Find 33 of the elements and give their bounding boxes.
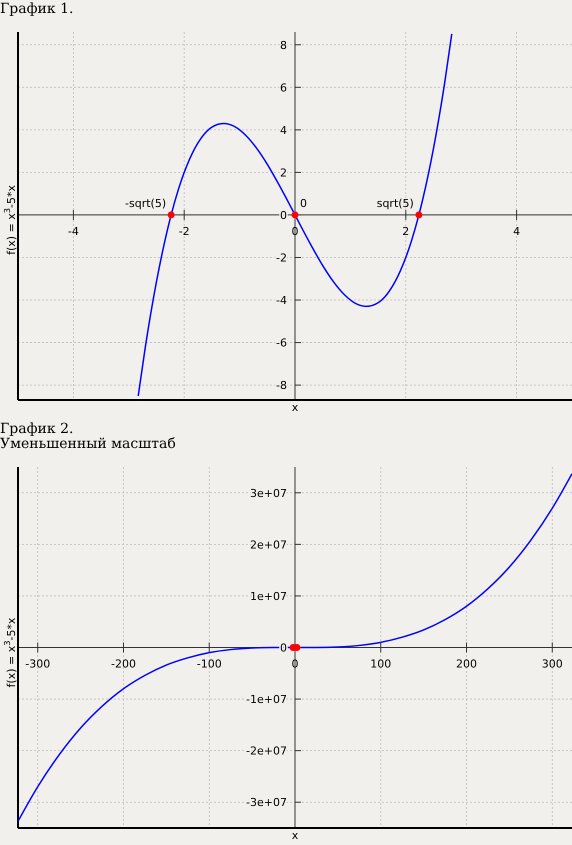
line-series <box>17 472 572 822</box>
x-tick-label: 300 <box>542 658 563 670</box>
y-tick-label: -4 <box>276 294 287 308</box>
y-tick-label: -2e+07 <box>246 744 287 758</box>
x-tick-label: 2 <box>402 224 410 238</box>
y-tick-label: 8 <box>280 38 287 52</box>
y-tick-label: -8 <box>276 379 287 392</box>
x-tick-label: -4 <box>68 224 79 238</box>
y-tick-label: 6 <box>280 81 287 94</box>
y-tick-label: -3e+07 <box>246 796 287 810</box>
x-tick-label: 100 <box>370 658 392 670</box>
y-tick-label: -6 <box>276 336 287 350</box>
y-tick-label: 3e+07 <box>250 486 287 500</box>
chart-title: График 2. <box>0 421 74 437</box>
annotation: 0 <box>300 196 307 210</box>
x-tick-label: -300 <box>25 658 50 670</box>
x-axis-title: x <box>292 401 299 414</box>
y-tick-label: 2 <box>280 166 287 180</box>
chart-subtitle: Уменьшенный масштаб <box>0 436 176 452</box>
x-axis-title: x <box>292 829 299 842</box>
y-tick-label: -2 <box>276 251 287 264</box>
x-tick-label: -200 <box>111 658 136 670</box>
annotation: sqrt(5) <box>376 196 414 210</box>
chart-title: График 1. <box>0 1 74 17</box>
y-tick-label: -1e+07 <box>246 693 287 706</box>
x-tick-label: -100 <box>196 658 222 670</box>
y-tick-label: 2e+07 <box>250 538 287 552</box>
y-tick-label: 1e+07 <box>250 590 287 603</box>
annotation: -sqrt(5) <box>125 196 166 210</box>
x-tick-label: 4 <box>513 224 520 238</box>
x-tick-label: -2 <box>178 224 190 238</box>
y-tick-label: 4 <box>280 124 287 137</box>
x-tick-label: 200 <box>456 658 478 670</box>
